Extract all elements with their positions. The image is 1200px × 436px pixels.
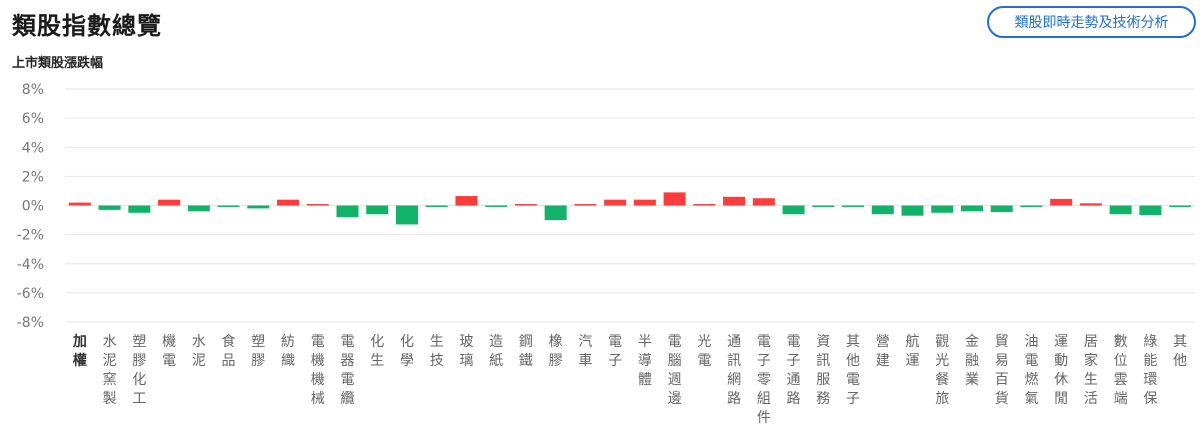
category-label: 電子零組件 <box>757 334 771 426</box>
bar-27[interactable] <box>871 205 894 215</box>
page-title: 類股指數總覽 <box>12 12 162 40</box>
bar-2[interactable] <box>128 205 151 213</box>
category-label: 汽車 <box>578 334 592 369</box>
y-tick-label: -8% <box>17 315 44 331</box>
bar-15[interactable] <box>514 204 537 206</box>
category-label: 機電 <box>162 334 176 369</box>
category-label: 電器電纜 <box>341 334 355 407</box>
category-label: 水泥窯製 <box>103 334 117 407</box>
bar-20[interactable] <box>663 192 686 206</box>
category-label: 運動休閒 <box>1054 334 1068 407</box>
category-label: 玻璃 <box>459 334 473 369</box>
bar-24[interactable] <box>782 205 805 215</box>
bar-6[interactable] <box>247 205 270 209</box>
bar-30[interactable] <box>960 205 983 212</box>
category-label: 電子 <box>608 334 622 369</box>
bar-13[interactable] <box>455 196 478 206</box>
bar-8[interactable] <box>306 204 329 206</box>
bar-31[interactable] <box>990 205 1013 213</box>
category-label: 造紙 <box>489 334 503 369</box>
bar-34[interactable] <box>1079 203 1102 206</box>
bar-36[interactable] <box>1139 205 1162 215</box>
category-label: 水泥 <box>192 334 206 369</box>
bar-26[interactable] <box>842 205 865 207</box>
category-label: 加權 <box>72 334 87 369</box>
bar-9[interactable] <box>336 205 359 218</box>
bar-18[interactable] <box>604 199 627 206</box>
bar-17[interactable] <box>574 204 597 206</box>
bar-28[interactable] <box>901 205 924 216</box>
y-axis-ticks: 8% 6% 4% 2% 0% -2% -4% -6% -8% <box>17 82 44 331</box>
bar-5[interactable] <box>217 205 240 207</box>
bar-33[interactable] <box>1050 198 1073 206</box>
bar-25[interactable] <box>812 205 835 207</box>
category-label: 化生 <box>370 334 384 369</box>
bar-12[interactable] <box>425 205 448 207</box>
category-label: 金融業 <box>965 334 979 388</box>
category-label: 油電燃氣 <box>1024 334 1038 407</box>
category-label: 數位雲端 <box>1114 334 1128 407</box>
category-label: 電腦週邊 <box>668 334 682 407</box>
y-tick-label: -6% <box>17 286 44 302</box>
bar-1[interactable] <box>98 205 121 210</box>
y-tick-label: 8% <box>22 82 44 98</box>
bar-22[interactable] <box>723 196 746 206</box>
category-label: 營建 <box>876 334 890 369</box>
category-label: 觀光餐旅 <box>935 334 949 407</box>
sector-analysis-button[interactable]: 類股即時走勢及技術分析 <box>987 6 1196 38</box>
bar-19[interactable] <box>633 199 656 206</box>
bar-14[interactable] <box>485 205 508 207</box>
category-label: 通訊網路 <box>727 334 741 407</box>
category-label: 鋼鐵 <box>519 334 533 369</box>
bars <box>68 192 1192 225</box>
bar-23[interactable] <box>752 198 775 206</box>
bar-0[interactable] <box>68 202 91 206</box>
category-label: 綠能環保 <box>1143 334 1157 407</box>
category-label: 塑膠化工 <box>132 334 146 407</box>
category-label: 其他 <box>1173 334 1187 369</box>
category-label: 半導體 <box>638 334 652 388</box>
category-label: 橡膠 <box>549 334 563 369</box>
bar-3[interactable] <box>158 199 181 206</box>
bar-35[interactable] <box>1109 205 1132 215</box>
category-label: 紡織 <box>281 334 295 369</box>
chart-title: 上市類股漲跌幅 <box>12 56 104 71</box>
category-label: 電機機械 <box>311 334 325 407</box>
category-label: 居家生活 <box>1084 334 1098 407</box>
bar-7[interactable] <box>277 199 300 206</box>
y-tick-label: 6% <box>22 111 44 127</box>
bar-21[interactable] <box>693 204 716 206</box>
category-label: 電子通路 <box>787 334 801 407</box>
bar-16[interactable] <box>544 205 567 221</box>
bar-10[interactable] <box>366 205 389 215</box>
bar-32[interactable] <box>1020 205 1043 207</box>
y-tick-label: -4% <box>17 257 44 273</box>
category-label: 光電 <box>697 334 711 369</box>
bar-11[interactable] <box>395 205 418 225</box>
grid-lines <box>65 88 1195 323</box>
category-label: 資訊服務 <box>816 334 830 407</box>
category-label: 航運 <box>906 334 920 369</box>
y-tick-label: 4% <box>22 140 44 156</box>
category-label: 塑膠 <box>251 334 265 369</box>
bar-4[interactable] <box>187 205 210 212</box>
bar-37[interactable] <box>1169 205 1192 207</box>
category-label: 生技 <box>430 334 444 369</box>
y-tick-label: 2% <box>22 169 44 185</box>
category-label: 食品 <box>222 333 236 369</box>
category-label: 貿易百貨 <box>995 334 1009 407</box>
y-tick-label: 0% <box>22 199 44 215</box>
category-label: 其他電子 <box>846 334 860 407</box>
y-tick-label: -2% <box>17 228 44 244</box>
category-label: 化學 <box>400 334 414 369</box>
bar-29[interactable] <box>931 205 954 213</box>
